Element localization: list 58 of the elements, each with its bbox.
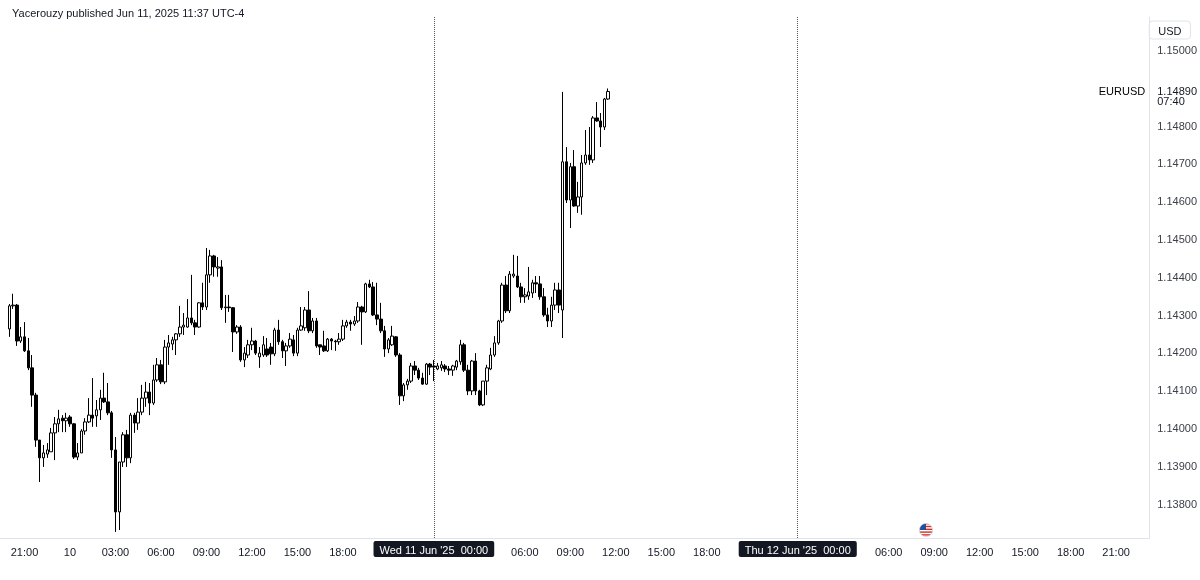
ref-line-label: Thu 12 Jun '25 00:00 (744, 543, 851, 556)
candlestick (239, 324, 242, 363)
candlestick (129, 412, 132, 464)
ref-line-label: Wed 11 Jun '25 00:00 (379, 543, 489, 556)
candlestick (527, 266, 530, 301)
x-tick-label: 03:00 (101, 545, 130, 558)
candlestick (330, 337, 333, 351)
y-tick-label: 1.14300 (1157, 308, 1197, 321)
candlestick (443, 363, 447, 373)
y-tick-label: 1.13800 (1157, 497, 1197, 510)
x-tick-label: 18:00 (693, 545, 721, 558)
y-tick-label: 1.14800 (1157, 119, 1197, 132)
x-tick-label: 15:00 (647, 545, 676, 558)
y-tick-label: 1.14200 (1157, 346, 1197, 359)
x-tick-label: 21:00 (1102, 545, 1130, 558)
y-tick-label: 1.15000 (1157, 43, 1197, 56)
x-tick-label: 06:00 (874, 545, 903, 558)
text: 07:40 (1157, 95, 1185, 108)
x-tick-label: 10 (63, 545, 77, 558)
x-tick-label: 21:00 (10, 545, 39, 558)
candlestick (64, 412, 68, 433)
candlestick (432, 359, 436, 382)
y-tick-label: 1.14400 (1157, 270, 1197, 283)
x-tick-label: 12:00 (238, 545, 266, 558)
x-tick-label: 12:00 (965, 545, 994, 558)
x-tick-label: 18:00 (1056, 545, 1085, 558)
candlestick (322, 330, 326, 353)
y-tick-label: 1.14500 (1157, 232, 1197, 245)
candlestick (307, 290, 311, 334)
y-axis-title: USD (1158, 24, 1182, 37)
x-tick-label: 09:00 (192, 545, 221, 558)
candlestick (447, 365, 451, 376)
candlestick (341, 319, 345, 342)
y-tick-label: 1.14000 (1157, 421, 1197, 434)
text: 1.14890 (1157, 85, 1197, 98)
x-tick-label: 06:00 (511, 545, 539, 558)
candlestick (451, 364, 455, 377)
candlestick (349, 319, 352, 332)
candlestick (91, 377, 94, 428)
candlestick (163, 339, 167, 385)
x-tick-label: 18:00 (329, 545, 357, 558)
y-tick-label: 1.14600 (1157, 195, 1197, 208)
candlestick (61, 414, 64, 433)
x-tick-label: 06:00 (147, 545, 175, 558)
x-tick-label: 15:00 (283, 545, 312, 558)
y-tick-label: 1.14700 (1157, 157, 1197, 170)
x-tick-label: 15:00 (1011, 545, 1039, 558)
candlestick (205, 247, 208, 311)
candlestick (440, 360, 443, 372)
x-tick-label: 12:00 (602, 545, 630, 558)
chart-title: Yacerouzy published Jun 11, 2025 11:37 UTC-4 (12, 6, 245, 19)
candlestick (561, 91, 564, 339)
text: EURUSD (1098, 85, 1146, 98)
x-tick-label: 09:00 (556, 545, 585, 558)
y-tick-label: 1.14100 (1157, 384, 1197, 397)
candlestick (425, 362, 428, 386)
x-tick-label: 09:00 (920, 545, 948, 558)
y-tick-label: 1.13900 (1157, 459, 1197, 472)
